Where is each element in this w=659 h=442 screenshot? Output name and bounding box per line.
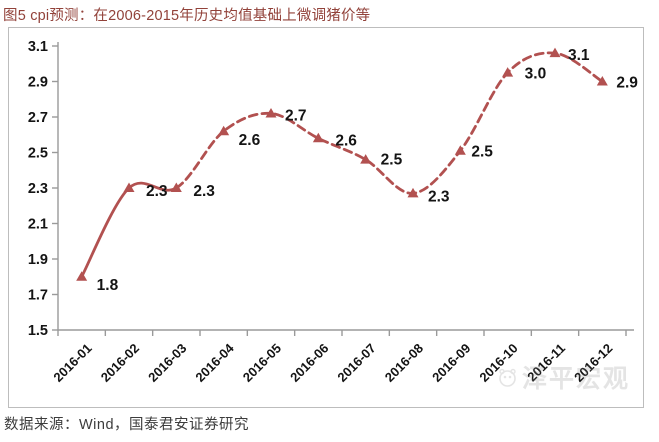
x-tick-label: 2016-10 (476, 341, 520, 385)
data-point-marker (407, 187, 419, 198)
x-tick-label: 2016-02 (98, 341, 142, 385)
y-tick-label: 1.7 (28, 288, 48, 304)
data-point-label: 2.3 (146, 183, 168, 200)
x-tick-label: 2016-01 (50, 341, 94, 385)
series-line-dashed (174, 51, 604, 195)
data-point-label: 2.5 (381, 152, 403, 169)
x-tick-label: 2016-09 (429, 341, 473, 385)
data-point-label: 2.6 (335, 132, 357, 149)
chart-title: 图5 cpi预测：在2006-2015年历史均值基础上微调猪价等 (3, 8, 371, 24)
data-point-marker (502, 67, 514, 77)
y-tick-label: 2.1 (28, 217, 48, 233)
data-point-marker (265, 107, 277, 118)
y-tick-label: 1.9 (28, 252, 48, 268)
data-point-marker (170, 182, 182, 192)
x-tick-label: 2016-12 (571, 341, 615, 385)
data-point-label: 2.6 (239, 132, 261, 149)
data-point-label: 1.8 (97, 277, 119, 294)
y-tick-label: 2.3 (28, 181, 48, 197)
data-point-marker (454, 145, 466, 155)
data-point-label: 2.3 (193, 183, 215, 200)
x-tick-label: 2016-11 (524, 341, 568, 385)
data-point-label: 2.3 (428, 188, 450, 205)
data-point-marker (596, 76, 608, 86)
x-tick-label: 2016-08 (382, 341, 426, 385)
y-tick-label: 2.7 (28, 110, 48, 126)
y-tick-label: 1.5 (28, 323, 48, 339)
x-tick-label: 2016-04 (192, 340, 237, 385)
chart-frame: 1.5 1.7 1.9 2.1 2.3 2.5 2.7 2.9 3.1 2016-01 2016-0… (8, 27, 644, 408)
data-point-marker (312, 132, 324, 143)
data-point-marker (76, 271, 88, 281)
x-tick-label: 2016-05 (240, 341, 284, 385)
data-source-note: 数据来源：Wind，国泰君安证券研究 (4, 417, 250, 433)
data-point-marker (123, 182, 135, 192)
y-tick-label: 3.1 (28, 39, 48, 55)
data-point-marker (218, 125, 230, 136)
data-point-marker (549, 47, 561, 58)
data-point-label: 2.7 (285, 107, 307, 124)
data-point-marker (360, 154, 372, 164)
data-point-label: 3.0 (525, 66, 547, 83)
y-tick-label: 2.9 (28, 75, 48, 91)
data-point-label: 2.5 (471, 144, 493, 161)
data-point-label: 2.9 (616, 75, 638, 92)
x-tick-label: 2016-03 (145, 341, 189, 385)
x-tick-label: 2016-07 (334, 341, 378, 385)
y-tick-label: 2.5 (28, 146, 48, 162)
data-point-label: 3.1 (568, 47, 590, 64)
x-tick-label: 2016-06 (287, 341, 331, 385)
